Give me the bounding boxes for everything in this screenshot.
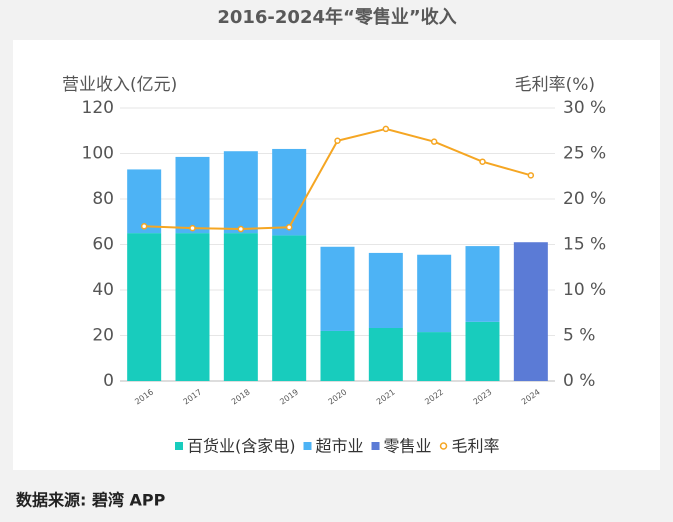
line-point <box>285 223 293 231</box>
line-point <box>479 158 486 165</box>
y2-axis-label: 毛利率(%) <box>515 75 595 95</box>
chart-title: 2016-2024年“零售业”收入 <box>217 6 456 28</box>
bar <box>127 169 162 234</box>
bar <box>465 246 500 322</box>
legend-label: 零售业 <box>384 437 432 456</box>
legend-marker <box>439 442 448 450</box>
bar <box>513 242 548 381</box>
bar <box>368 252 403 328</box>
bar <box>223 233 258 381</box>
y2-tick-label: 20 % <box>563 189 606 209</box>
bar <box>320 246 355 331</box>
line-point <box>334 137 341 145</box>
bar <box>368 327 403 381</box>
y2-tick-label: 5 % <box>563 326 595 346</box>
bar <box>417 332 452 381</box>
legend-label: 毛利率 <box>452 437 500 456</box>
y2-tick-label: 25 % <box>563 144 606 164</box>
line-point <box>189 224 196 232</box>
legend-marker <box>371 442 380 450</box>
legend-label: 超市业 <box>316 437 364 456</box>
y-tick-label: 60 <box>92 235 114 255</box>
bar <box>223 151 258 234</box>
y2-tick-label: 10 % <box>563 280 606 300</box>
y2-tick-label: 0 % <box>563 371 595 391</box>
y2-tick-label: 15 % <box>563 235 606 255</box>
y-tick-label: 0 <box>103 371 114 391</box>
line-point <box>237 225 245 233</box>
y-tick-label: 80 <box>92 189 114 209</box>
source-note: 数据来源: 碧湾 APP <box>16 491 166 510</box>
bar <box>320 330 355 381</box>
bar <box>175 156 210 234</box>
line-point <box>527 172 535 179</box>
line-point <box>430 138 438 145</box>
bar <box>272 148 307 236</box>
legend: 百货业(含家电) 超市业 零售业 毛利率 <box>175 437 500 456</box>
legend-marker <box>175 442 183 450</box>
y-tick-label: 120 <box>82 98 114 118</box>
legend-label: 百货业(含家电) <box>187 437 296 456</box>
legend-marker <box>303 442 312 450</box>
y-tick-label: 20 <box>92 326 114 346</box>
bar <box>127 233 162 381</box>
line-point <box>140 223 148 230</box>
y2-tick-label: 30 % <box>563 98 606 118</box>
y-axis-label: 营业收入(亿元) <box>62 75 177 95</box>
bar <box>417 254 452 333</box>
bar <box>175 233 210 381</box>
y-tick-label: 100 <box>82 144 114 164</box>
y-tick-label: 40 <box>92 280 114 300</box>
bar <box>465 321 500 381</box>
bar <box>272 235 307 381</box>
line-point <box>382 125 390 133</box>
